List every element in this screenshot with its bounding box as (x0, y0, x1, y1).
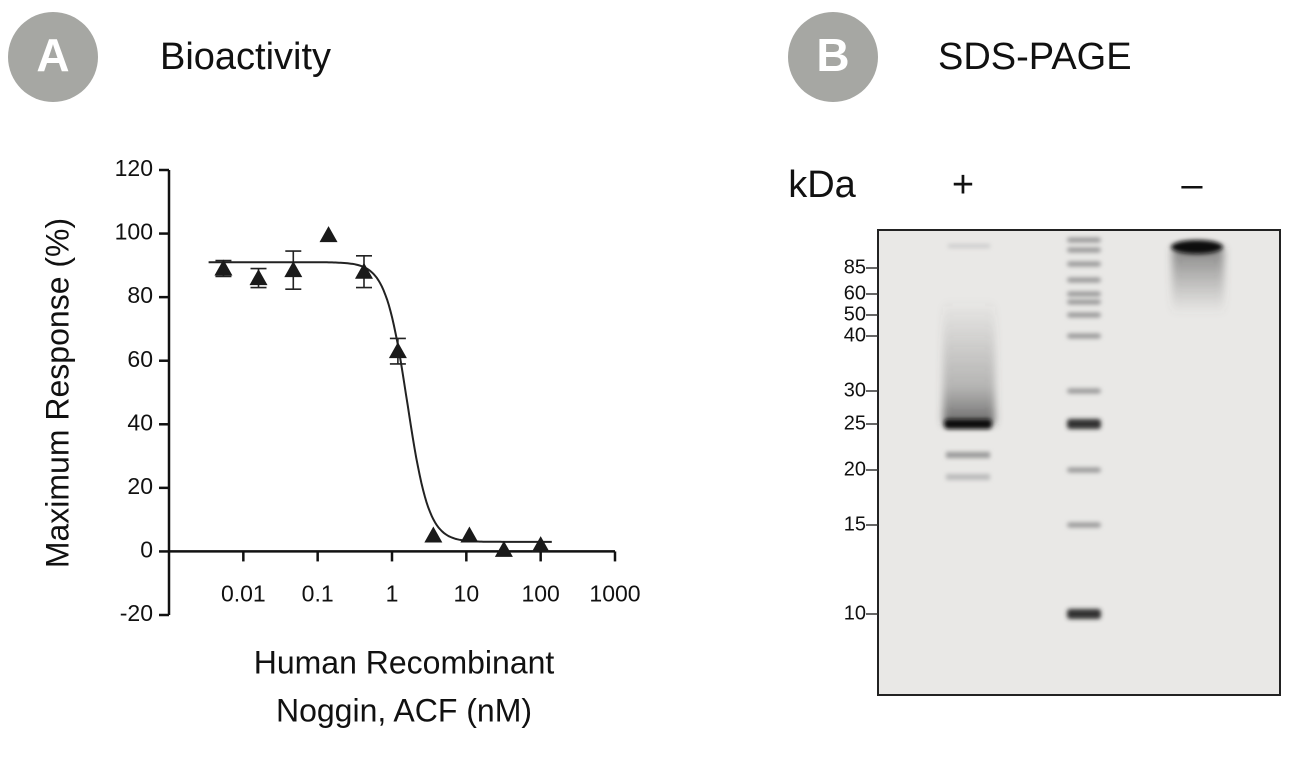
lane-label: + (952, 164, 974, 206)
x-tick-label: 1000 (589, 581, 640, 607)
data-point (214, 259, 233, 276)
gel-title: SDS-PAGE (938, 36, 1132, 78)
ladder-band (1067, 388, 1101, 394)
x-tick-label: 0.1 (302, 581, 334, 607)
unit-label: kDa (788, 164, 856, 206)
panel-badge (8, 12, 98, 102)
ladder-band (1067, 609, 1101, 619)
chart-title: Bioactivity (160, 36, 331, 78)
data-point (424, 526, 443, 543)
y-tick-label: 120 (115, 155, 153, 181)
y-tick-label: 40 (127, 409, 153, 435)
ladder-band (1067, 277, 1101, 283)
fit-curve (208, 261, 552, 543)
marker-label: 25 (844, 412, 866, 434)
y-tick-label: 0 (140, 537, 153, 563)
x-tick-label: 10 (454, 581, 480, 607)
x-axis-label: Human Recombinant (254, 644, 555, 680)
marker-label: 50 (844, 303, 866, 325)
ladder-band (1067, 312, 1101, 318)
data-point (460, 526, 479, 543)
ladder-band (1067, 291, 1101, 297)
ladder-band (1067, 247, 1101, 253)
ladder-band (1067, 419, 1101, 429)
ladder-band (1067, 299, 1101, 305)
ladder-band (1067, 522, 1101, 528)
panel-letter: A (36, 29, 69, 81)
x-tick-label: 100 (521, 581, 559, 607)
lane-label: – (1181, 164, 1203, 206)
x-axis-label: Noggin, ACF (nM) (276, 692, 532, 728)
data-point (319, 226, 338, 243)
y-axis-label: Maximum Response (%) (39, 218, 75, 568)
data-point (284, 261, 303, 278)
y-tick-label: 60 (127, 346, 153, 372)
y-tick-label: 80 (127, 282, 153, 308)
ladder-band (1067, 237, 1101, 243)
y-tick-label: 20 (127, 473, 153, 499)
marker-label: 60 (844, 282, 866, 304)
ladder-band (1067, 333, 1101, 339)
x-tick-label: 0.01 (221, 581, 266, 607)
marker-label: 10 (844, 602, 866, 624)
x-tick-label: 1 (386, 581, 399, 607)
data-point (249, 269, 268, 286)
ladder-band (1067, 467, 1101, 473)
marker-label: 15 (844, 513, 866, 535)
marker-label: 85 (844, 256, 866, 278)
y-tick-label: -20 (120, 600, 153, 626)
panel-badge (788, 12, 878, 102)
panel-letter: B (816, 29, 849, 81)
y-tick-label: 100 (115, 219, 153, 245)
ladder-band (1067, 261, 1101, 267)
marker-label: 20 (844, 458, 866, 480)
data-point (354, 262, 373, 279)
marker-label: 40 (844, 324, 866, 346)
data-point (494, 540, 513, 557)
data-point (388, 342, 407, 359)
data-point (531, 536, 550, 553)
marker-label: 30 (844, 379, 866, 401)
gel-image (877, 229, 1281, 696)
